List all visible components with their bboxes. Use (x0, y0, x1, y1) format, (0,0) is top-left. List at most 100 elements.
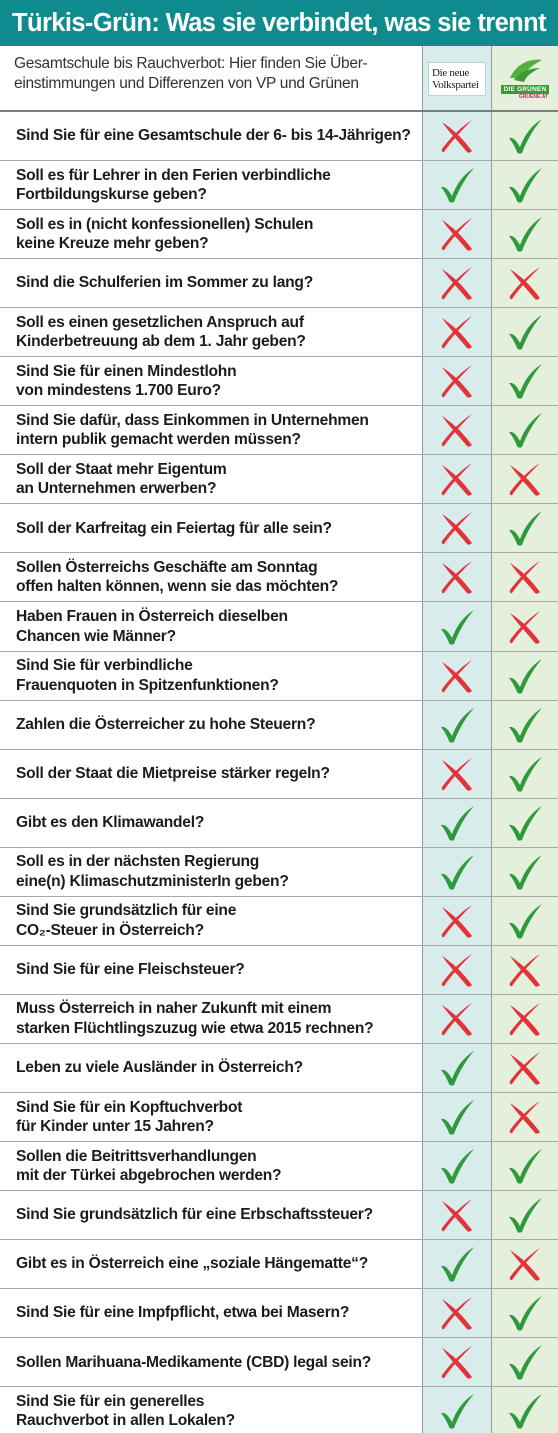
vp-check-icon (437, 607, 477, 647)
gruene-check-icon (505, 214, 545, 254)
question-text: Sind Sie dafür, dass Einkommen in Untern… (16, 411, 369, 449)
question-cell: Sollen Österreichs Geschäfte am Sonntag … (16, 553, 418, 601)
gruene-check-icon (505, 1146, 545, 1186)
question-cell: Soll der Karfreitag ein Feiertag für all… (16, 504, 418, 552)
question-text: Soll der Staat mehr Eigentum an Unterneh… (16, 460, 227, 498)
table-row: Sind Sie für eine Gesamtschule der 6- bi… (0, 112, 558, 162)
vp-cross-icon (437, 263, 477, 303)
question-cell: Soll es für Lehrer in den Ferien verbind… (16, 161, 418, 209)
question-text: Sind Sie für eine Gesamtschule der 6- bi… (16, 127, 411, 145)
question-cell: Muss Österreich in naher Zukunft mit ein… (16, 995, 418, 1043)
question-text: Sind Sie grundsätzlich für eine CO₂-Steu… (16, 902, 237, 939)
subtitle-text: Gesamtschule bis Rauchverbot: Hier finde… (14, 55, 368, 92)
gruene-cross-icon (505, 263, 545, 303)
vp-check-icon (437, 1391, 477, 1431)
question-cell: Sollen Marihuana-Medikamente (CBD) legal… (16, 1338, 418, 1386)
table-row: Sind Sie für einen Mindestlohn von minde… (0, 357, 558, 407)
vp-check-icon (437, 852, 477, 892)
question-cell: Soll es in (nicht konfessionellen) Schul… (16, 210, 418, 258)
table-row: Sollen Marihuana-Medikamente (CBD) legal… (0, 1338, 558, 1388)
question-cell: Sind Sie für eine Gesamtschule der 6- bi… (16, 112, 418, 160)
question-text: Sind Sie für verbindliche Frauenquoten i… (16, 657, 279, 694)
question-cell: Sind die Schulferien im Sommer zu lang? (16, 259, 418, 307)
gruene-check-icon (505, 312, 545, 352)
vp-check-icon (437, 1244, 477, 1284)
gruene-cross-icon (505, 459, 545, 499)
gruene-check-icon (505, 116, 545, 156)
vp-cross-icon (437, 1195, 477, 1235)
question-cell: Sind Sie dafür, dass Einkommen in Untern… (16, 406, 418, 454)
header-divider (0, 110, 558, 112)
gruene-check-icon (505, 901, 545, 941)
gruene-logo: DIE GRÜNEN GRUENE.AT (500, 56, 550, 102)
table-row: Sind Sie für eine Fleischsteuer? (0, 946, 558, 995)
question-cell: Soll es in der nächsten Regierung eine(n… (16, 848, 418, 896)
question-text: Sind Sie für ein Kopftuchverbot für Kind… (16, 1098, 243, 1136)
gruene-check-icon (505, 1342, 545, 1382)
question-text: Sind Sie grundsätzlich für eine Erbschaf… (16, 1206, 373, 1224)
table-row: Sind Sie für ein generelles Rauchverbot … (0, 1387, 558, 1433)
gruene-cross-icon (505, 557, 545, 597)
vp-cross-icon (437, 950, 477, 990)
column-divider (491, 46, 492, 1433)
vp-cross-icon (437, 754, 477, 794)
vp-cross-icon (437, 508, 477, 548)
question-cell: Sind Sie für verbindliche Frauenquoten i… (16, 652, 418, 700)
question-text: Muss Österreich in naher Zukunft mit ein… (16, 1000, 374, 1037)
subtitle: Gesamtschule bis Rauchverbot: Hier finde… (14, 54, 414, 94)
question-text: Soll der Staat die Mietpreise stärker re… (16, 764, 330, 782)
vp-cross-icon (437, 312, 477, 352)
question-text: Sind Sie für einen Mindestlohn von minde… (16, 362, 237, 400)
question-cell: Sind Sie grundsätzlich für eine Erbschaf… (16, 1191, 418, 1239)
question-cell: Soll es einen gesetzlichen Anspruch auf … (16, 308, 418, 356)
question-cell: Sind Sie für ein Kopftuchverbot für Kind… (16, 1093, 418, 1141)
vp-cross-icon (437, 999, 477, 1039)
question-cell: Soll der Staat die Mietpreise stärker re… (16, 750, 418, 798)
gruene-logo-name: DIE GRÜNEN (500, 85, 550, 94)
table-row: Soll der Staat mehr Eigentum an Unterneh… (0, 455, 558, 505)
question-cell: Leben zu viele Ausländer in Österreich? (16, 1044, 418, 1092)
vp-cross-icon (437, 410, 477, 450)
vp-cross-icon (437, 214, 477, 254)
column-divider (422, 46, 423, 1433)
question-text: Soll es für Lehrer in den Ferien verbind… (16, 166, 331, 204)
table-row: Soll es einen gesetzlichen Anspruch auf … (0, 308, 558, 358)
vp-logo: Die neue Volkspartei (428, 62, 486, 96)
question-cell: Sind Sie grundsätzlich für eine CO₂-Steu… (16, 897, 418, 945)
gruene-check-icon (505, 361, 545, 401)
question-text: Sollen Marihuana-Medikamente (CBD) legal… (16, 1353, 372, 1371)
gruene-check-icon (505, 1293, 545, 1333)
question-text: Leben zu viele Ausländer in Österreich? (16, 1059, 303, 1077)
gruene-cross-icon (505, 1097, 545, 1137)
gruene-cross-icon (505, 1244, 545, 1284)
question-cell: Sind Sie für ein generelles Rauchverbot … (16, 1387, 418, 1433)
question-cell: Sollen die Beitrittsverhandlungen mit de… (16, 1142, 418, 1190)
table-row: Sind Sie grundsätzlich für eine Erbschaf… (0, 1191, 558, 1241)
vp-check-icon (437, 803, 477, 843)
question-cell: Gibt es in Österreich eine „soziale Häng… (16, 1240, 418, 1288)
question-cell: Haben Frauen in Österreich dieselben Cha… (16, 603, 418, 651)
vp-column-background (422, 46, 491, 1433)
table-row: Soll es in der nächsten Regierung eine(n… (0, 848, 558, 897)
table-row: Zahlen die Österreicher zu hohe Steuern? (0, 701, 558, 750)
vp-logo-line1: Die neue (432, 67, 469, 79)
vp-logo-line2: Volkspartei (432, 79, 479, 91)
question-text: Gibt es in Österreich eine „soziale Häng… (16, 1255, 368, 1273)
question-text: Soll es in der nächsten Regierung eine(n… (16, 853, 289, 890)
gruene-check-icon (505, 1391, 545, 1431)
question-text: Sollen Österreichs Geschäfte am Sonntag … (16, 558, 339, 596)
question-text: Soll der Karfreitag ein Feiertag für all… (16, 519, 332, 537)
table-row: Sind Sie für eine Impfpflicht, etwa bei … (0, 1289, 558, 1339)
gruene-logo-url: GRUENE.AT (518, 94, 548, 100)
question-text: Soll es in (nicht konfessionellen) Schul… (16, 215, 314, 253)
gruene-check-icon (505, 754, 545, 794)
gruene-cross-icon (505, 1048, 545, 1088)
question-cell: Sind Sie für eine Fleischsteuer? (16, 946, 418, 994)
gruene-check-icon (505, 852, 545, 892)
vp-check-icon (437, 1146, 477, 1186)
gruene-cross-icon (505, 999, 545, 1039)
gruene-cross-icon (505, 950, 545, 990)
table-row: Leben zu viele Ausländer in Österreich? (0, 1044, 558, 1093)
vp-cross-icon (437, 901, 477, 941)
gruene-check-icon (505, 705, 545, 745)
